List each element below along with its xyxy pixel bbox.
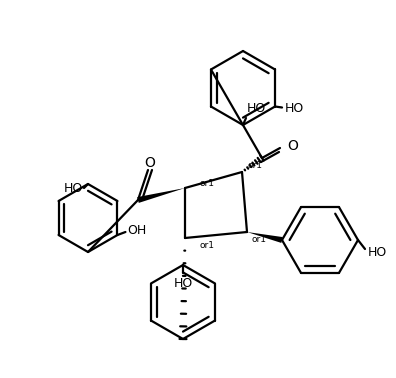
Text: or1: or1 (248, 161, 263, 170)
Polygon shape (247, 232, 283, 243)
Text: OH: OH (128, 225, 147, 237)
Text: or1: or1 (252, 234, 267, 243)
Text: O: O (287, 139, 298, 153)
Text: or1: or1 (199, 242, 214, 251)
Text: HO: HO (173, 277, 192, 290)
Text: HO: HO (247, 102, 266, 115)
Text: O: O (145, 156, 156, 170)
Text: HO: HO (368, 245, 387, 259)
Text: HO: HO (285, 102, 304, 115)
Text: or1: or1 (199, 180, 214, 189)
Text: HO: HO (64, 183, 83, 195)
Polygon shape (137, 188, 185, 203)
